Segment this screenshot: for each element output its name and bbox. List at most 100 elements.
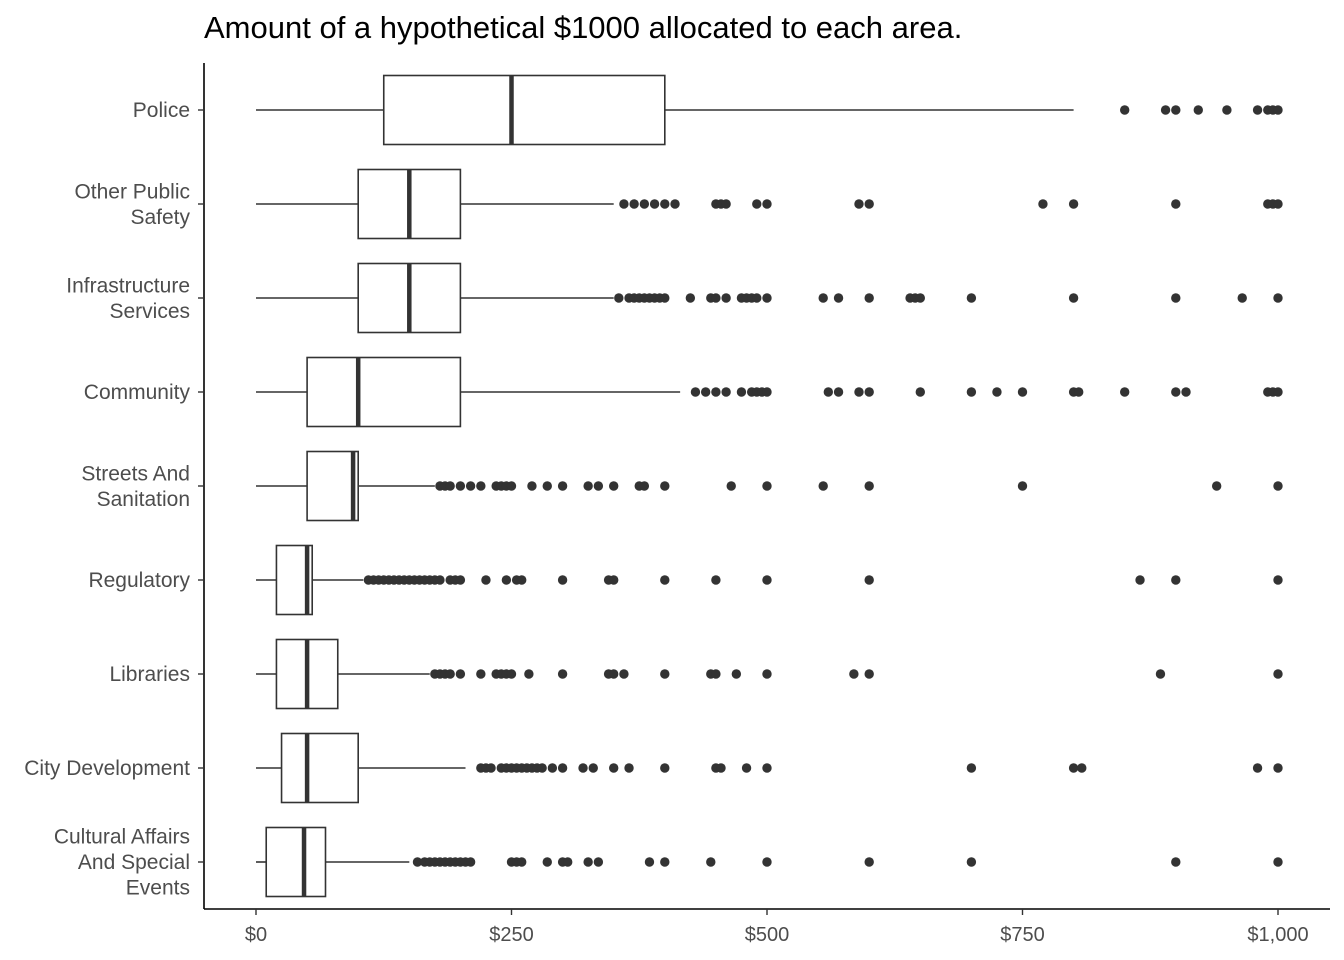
category-label-line: Sanitation [97, 487, 190, 510]
outlier-point [445, 669, 455, 679]
category-label: Libraries [109, 663, 190, 686]
category-label-line: Community [84, 381, 191, 404]
outlier-point [1273, 481, 1283, 491]
outlier-point [619, 199, 629, 209]
category-label-line: Other Public [74, 180, 190, 203]
outlier-point [506, 669, 517, 679]
outlier-point [915, 387, 925, 397]
x-tick-label: $0 [245, 924, 267, 946]
outlier-point [609, 669, 619, 679]
outlier-point [506, 481, 517, 491]
outlier-point [966, 387, 977, 397]
outlier-point [1222, 105, 1232, 115]
outlier-point [412, 857, 423, 867]
outlier-point [455, 481, 466, 491]
outlier-point [547, 763, 558, 773]
outlier-point [1160, 105, 1171, 115]
outlier-point [721, 293, 731, 303]
outlier-point [1181, 387, 1191, 397]
outlier-point [864, 387, 874, 397]
category-label-line: Events [126, 876, 190, 899]
outlier-point [629, 199, 639, 209]
outlier-point [1273, 199, 1283, 209]
x-tick-label: $250 [489, 924, 534, 946]
outlier-point [542, 857, 552, 867]
outlier-point [563, 857, 573, 867]
box-group-7 [256, 732, 1283, 804]
outlier-point [639, 481, 650, 491]
outlier-point [1074, 387, 1084, 397]
category-label: Streets And Sanitation [81, 462, 190, 511]
category-label: Other Public Safety [74, 180, 190, 229]
category-label: City Development [24, 757, 190, 780]
box-iqr [382, 74, 666, 146]
outlier-point [455, 575, 466, 585]
outlier-point [527, 481, 537, 491]
outlier-point [752, 199, 762, 209]
box-group-0 [256, 74, 1283, 146]
outlier-point [1237, 293, 1247, 303]
outlier-point [476, 669, 486, 679]
outlier-point [762, 293, 772, 303]
outlier-point [1120, 105, 1130, 115]
outlier-point [1068, 199, 1079, 209]
category-label-line: Infrastructure [66, 274, 190, 297]
outlier-point [818, 481, 828, 491]
category-label-line: And Special [78, 851, 190, 874]
outlier-point [1273, 857, 1283, 867]
outlier-point [557, 669, 568, 679]
outlier-point [609, 481, 619, 491]
outlier-point [1211, 481, 1222, 491]
outlier-point [833, 293, 844, 303]
outlier-point [762, 387, 772, 397]
category-label-line: Streets And [81, 462, 190, 485]
box-group-6 [256, 638, 1283, 710]
box-group-2 [256, 262, 1283, 334]
outlier-point [1038, 199, 1048, 209]
outlier-point [823, 387, 834, 397]
outlier-point [542, 481, 552, 491]
outlier-point [726, 481, 736, 491]
outlier-point [1120, 387, 1130, 397]
outlier-point [1273, 293, 1283, 303]
outlier-point [593, 857, 604, 867]
outlier-point [583, 857, 593, 867]
box-group-3 [256, 356, 1283, 428]
outlier-point [1171, 199, 1181, 209]
category-label-line: Cultural Affairs [54, 825, 190, 848]
box-group-4 [256, 450, 1283, 522]
outlier-point [731, 669, 742, 679]
outlier-point [854, 387, 864, 397]
y-axis-ticks: Police Other Public Safety Infrastructure Se… [24, 99, 204, 899]
outlier-point [711, 387, 721, 397]
outlier-point [1171, 293, 1181, 303]
category-label-line: Libraries [109, 663, 190, 686]
outlier-point [721, 387, 731, 397]
outlier-point [501, 575, 512, 585]
outlier-point [1171, 387, 1181, 397]
category-label-line: Safety [130, 205, 190, 228]
outlier-point [700, 387, 711, 397]
outlier-point [1171, 575, 1181, 585]
x-tick-label: $750 [1000, 924, 1045, 946]
outlier-point [524, 669, 534, 679]
outlier-point [864, 575, 874, 585]
outlier-point [588, 763, 598, 773]
outlier-point [711, 669, 721, 679]
outlier-point [762, 763, 772, 773]
category-label: Infrastructure Services [66, 274, 190, 323]
box-iqr [306, 356, 462, 428]
chart-title: Amount of a hypothetical $1000 allocated… [204, 10, 963, 45]
outlier-point [1155, 669, 1166, 679]
outlier-point [1068, 763, 1079, 773]
outlier-point [660, 763, 670, 773]
outlier-point [481, 575, 491, 585]
boxes-layer [256, 74, 1283, 898]
outlier-point [583, 481, 593, 491]
outlier-point [741, 763, 752, 773]
outlier-point [849, 669, 859, 679]
outlier-point [721, 199, 731, 209]
outlier-point [435, 575, 445, 585]
outlier-point [864, 293, 874, 303]
